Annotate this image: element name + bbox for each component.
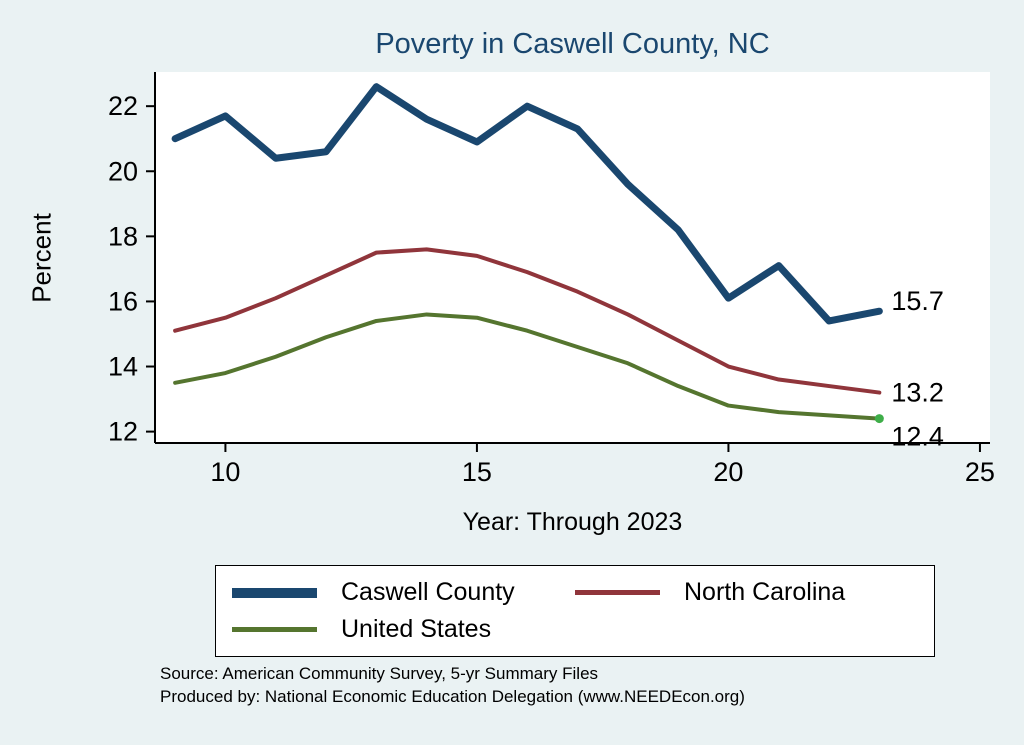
plot-area: [155, 72, 990, 443]
end-point-marker: [874, 414, 884, 424]
united-states-line-swatch: [232, 627, 317, 632]
x-tick-label: 15: [462, 457, 492, 487]
y-tick-label: 22: [108, 91, 138, 121]
x-tick-label: 10: [210, 457, 240, 487]
source-line: Source: American Community Survey, 5-yr …: [160, 664, 599, 683]
source-block: Source: American Community Survey, 5-yr …: [160, 662, 745, 709]
legend-item-united-states: United States: [232, 615, 575, 644]
legend-label-united-states: United States: [341, 615, 492, 643]
caswell-county-line-swatch: [232, 587, 317, 598]
legend-item-caswell-county: Caswell County: [232, 578, 575, 607]
x-tick-label: 20: [713, 457, 743, 487]
legend-label-north-carolina: North Carolina: [684, 578, 846, 606]
y-tick-label: 18: [108, 221, 138, 251]
produced-by-line: Produced by: National Economic Education…: [160, 687, 745, 707]
y-axis-label: Percent: [26, 213, 57, 303]
poverty-line-chart: 12 14 16 18 20 22 10 15 20 25 15.7 13.2 12.4: [108, 72, 995, 487]
series-line-united-states: [173, 312, 882, 421]
legend: Caswell County North Carolina United Sta…: [215, 565, 935, 657]
y-tick-label: 16: [108, 286, 138, 316]
y-tick-label: 14: [108, 352, 138, 382]
x-axis-label: Year: Through 2023: [462, 508, 683, 536]
y-tick-label: 20: [108, 156, 138, 186]
legend-item-north-carolina: North Carolina: [575, 578, 918, 607]
chart-title: Poverty in Caswell County, NC: [375, 28, 770, 60]
series-line-north-carolina: [173, 247, 882, 395]
x-tick-label: 25: [965, 457, 995, 487]
end-value-label: 12.4: [891, 422, 944, 452]
series-line-caswell-county: [171, 83, 883, 325]
legend-label-caswell-county: Caswell County: [341, 578, 515, 606]
end-value-label: 15.7: [891, 286, 944, 316]
north-carolina-line-swatch: [575, 590, 660, 595]
y-tick-label: 12: [108, 417, 138, 447]
end-value-label: 13.2: [891, 378, 944, 408]
